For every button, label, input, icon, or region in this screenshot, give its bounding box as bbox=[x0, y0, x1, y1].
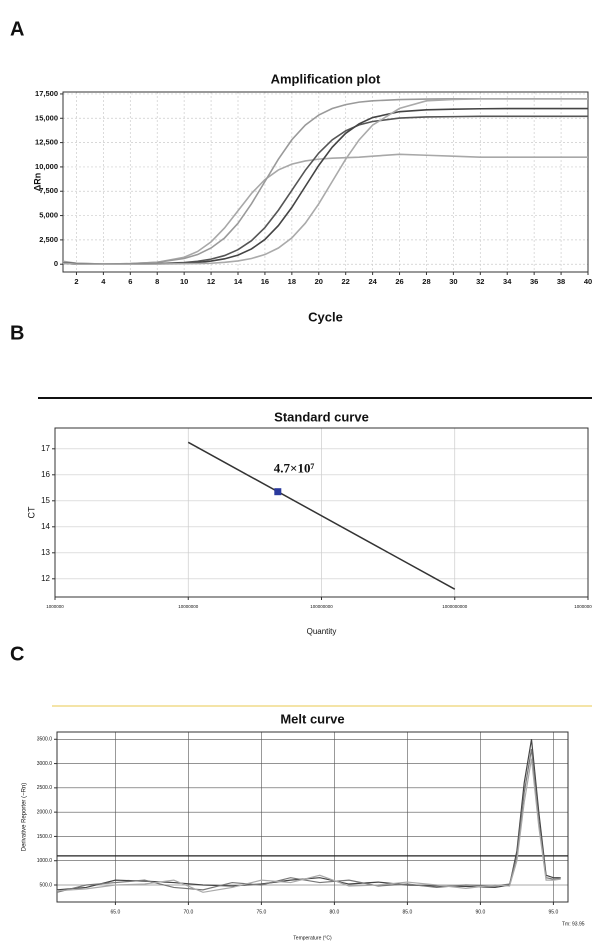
y-tick-label: 5,000 bbox=[39, 211, 58, 220]
y-tick-label: 17,500 bbox=[35, 89, 58, 98]
y-tick-label: 13 bbox=[41, 548, 50, 557]
series-line bbox=[62, 115, 588, 266]
point-annotation: 4.7×10⁷ bbox=[274, 461, 315, 476]
panel-label: C bbox=[10, 643, 24, 665]
x-tick-label: 36 bbox=[530, 277, 538, 286]
tm-label: Tm: 93.95 bbox=[562, 921, 585, 927]
x-tick-label: 16 bbox=[261, 277, 269, 286]
y-tick-label: 12,500 bbox=[35, 138, 58, 147]
x-tick-label: 20 bbox=[315, 277, 323, 286]
y-tick-label: 16 bbox=[41, 470, 50, 479]
x-tick-label: 4 bbox=[101, 277, 106, 286]
x-tick-label: 1000000 bbox=[46, 604, 64, 609]
x-axis-label: Quantity bbox=[307, 627, 337, 636]
series-line bbox=[62, 98, 588, 265]
y-tick-label: 1000.0 bbox=[37, 858, 53, 864]
y-tick-label: 2500.0 bbox=[37, 785, 53, 791]
series-line bbox=[56, 748, 561, 893]
y-tick-label: 7,500 bbox=[39, 186, 58, 195]
x-tick-label: 80.0 bbox=[330, 909, 340, 915]
x-tick-label: 34 bbox=[503, 277, 512, 286]
series-line bbox=[56, 758, 561, 893]
x-tick-label: 22 bbox=[342, 277, 350, 286]
x-tick-label: 90.0 bbox=[476, 909, 486, 915]
chart-title: Melt curve bbox=[280, 711, 344, 726]
series-line bbox=[62, 153, 588, 265]
series-line bbox=[56, 739, 561, 891]
x-axis-label: Temperature (°C) bbox=[293, 935, 332, 941]
y-axis-label: Derivative Reporter (−Rn) bbox=[22, 783, 28, 852]
x-tick-label: 1000000000 bbox=[442, 604, 468, 609]
data-point bbox=[274, 488, 282, 496]
x-tick-label: 30 bbox=[449, 277, 457, 286]
x-tick-label: 100000000 bbox=[310, 604, 333, 609]
y-tick-label: 0 bbox=[54, 259, 58, 268]
y-axis-label: CT bbox=[26, 506, 36, 518]
x-tick-label: 65.0 bbox=[111, 909, 121, 915]
x-tick-label: 10000000 bbox=[178, 604, 199, 609]
x-tick-label: 75.0 bbox=[257, 909, 267, 915]
y-tick-label: 2000.0 bbox=[37, 809, 53, 815]
x-tick-label: 2 bbox=[74, 277, 78, 286]
panel-label: B bbox=[10, 322, 24, 344]
y-tick-label: 15 bbox=[41, 496, 50, 505]
x-tick-label: 28 bbox=[422, 277, 430, 286]
series-line bbox=[62, 107, 588, 266]
x-tick-label: 10000000000 bbox=[574, 604, 592, 609]
series-line bbox=[62, 98, 588, 266]
panel-label: A bbox=[10, 18, 24, 40]
plot-frame bbox=[56, 731, 569, 903]
chart-title: Standard curve bbox=[274, 409, 369, 424]
chart-title: Amplification plot bbox=[271, 71, 381, 86]
series-line bbox=[187, 441, 456, 590]
y-tick-label: 3500.0 bbox=[37, 737, 53, 743]
y-tick-label: 14 bbox=[41, 522, 50, 531]
x-tick-label: 95.0 bbox=[549, 909, 559, 915]
x-tick-label: 70.0 bbox=[184, 909, 194, 915]
x-tick-label: 18 bbox=[288, 277, 296, 286]
x-tick-label: 24 bbox=[368, 277, 377, 286]
x-tick-label: 40 bbox=[584, 277, 592, 286]
plot-frame bbox=[62, 91, 589, 273]
y-tick-label: 3000.0 bbox=[37, 761, 53, 767]
x-tick-label: 26 bbox=[395, 277, 403, 286]
x-tick-label: 85.0 bbox=[403, 909, 413, 915]
y-tick-label: 15,000 bbox=[35, 113, 58, 122]
x-tick-label: 32 bbox=[476, 277, 484, 286]
y-tick-label: 12 bbox=[41, 574, 50, 583]
y-axis-label: ΔRn bbox=[32, 173, 42, 191]
x-tick-label: 38 bbox=[557, 277, 565, 286]
y-tick-label: 1500.0 bbox=[37, 834, 53, 840]
y-tick-label: 17 bbox=[41, 444, 50, 453]
x-tick-label: 12 bbox=[207, 277, 215, 286]
x-tick-label: 10 bbox=[180, 277, 188, 286]
x-tick-label: 14 bbox=[234, 277, 243, 286]
x-tick-label: 8 bbox=[155, 277, 159, 286]
x-axis-label: Cycle bbox=[308, 309, 343, 324]
x-tick-label: 6 bbox=[128, 277, 132, 286]
plot-frame bbox=[54, 427, 589, 598]
y-tick-label: 500.0 bbox=[39, 882, 52, 888]
y-tick-label: 10,000 bbox=[35, 162, 58, 171]
y-tick-label: 2,500 bbox=[39, 235, 58, 244]
